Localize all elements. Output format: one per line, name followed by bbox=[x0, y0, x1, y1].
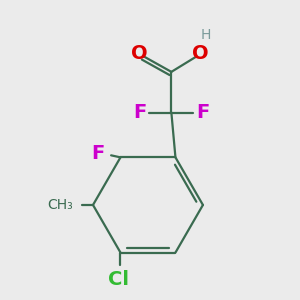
Text: F: F bbox=[92, 144, 105, 163]
Text: F: F bbox=[196, 103, 210, 122]
Text: O: O bbox=[131, 44, 148, 63]
Text: F: F bbox=[133, 103, 146, 122]
Text: O: O bbox=[192, 44, 208, 63]
Text: H: H bbox=[200, 28, 211, 42]
Text: Cl: Cl bbox=[108, 270, 129, 289]
Text: CH₃: CH₃ bbox=[48, 198, 73, 212]
